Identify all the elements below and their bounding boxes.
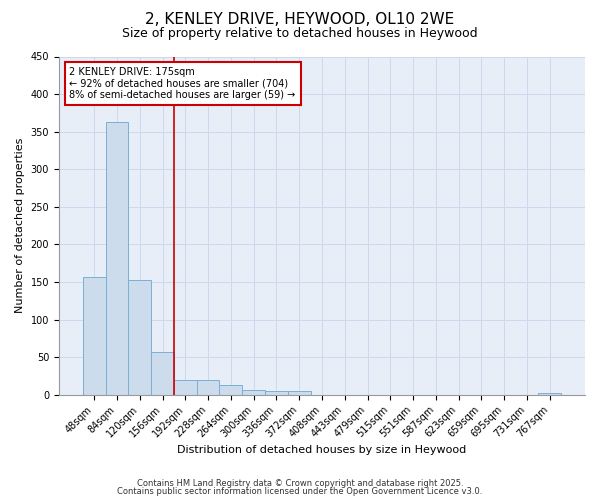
Bar <box>242 390 265 395</box>
Text: Contains public sector information licensed under the Open Government Licence v3: Contains public sector information licen… <box>118 487 482 496</box>
X-axis label: Distribution of detached houses by size in Heywood: Distribution of detached houses by size … <box>178 445 467 455</box>
Bar <box>174 380 197 395</box>
Text: Contains HM Land Registry data © Crown copyright and database right 2025.: Contains HM Land Registry data © Crown c… <box>137 478 463 488</box>
Bar <box>151 352 174 395</box>
Bar <box>197 380 220 395</box>
Text: 2, KENLEY DRIVE, HEYWOOD, OL10 2WE: 2, KENLEY DRIVE, HEYWOOD, OL10 2WE <box>145 12 455 28</box>
Text: Size of property relative to detached houses in Heywood: Size of property relative to detached ho… <box>122 28 478 40</box>
Text: 2 KENLEY DRIVE: 175sqm
← 92% of detached houses are smaller (704)
8% of semi-det: 2 KENLEY DRIVE: 175sqm ← 92% of detached… <box>70 66 296 100</box>
Y-axis label: Number of detached properties: Number of detached properties <box>15 138 25 314</box>
Bar <box>265 391 288 395</box>
Bar <box>538 394 561 395</box>
Bar <box>288 391 311 395</box>
Bar <box>83 277 106 395</box>
Bar <box>128 280 151 395</box>
Bar <box>220 385 242 395</box>
Bar <box>106 122 128 395</box>
